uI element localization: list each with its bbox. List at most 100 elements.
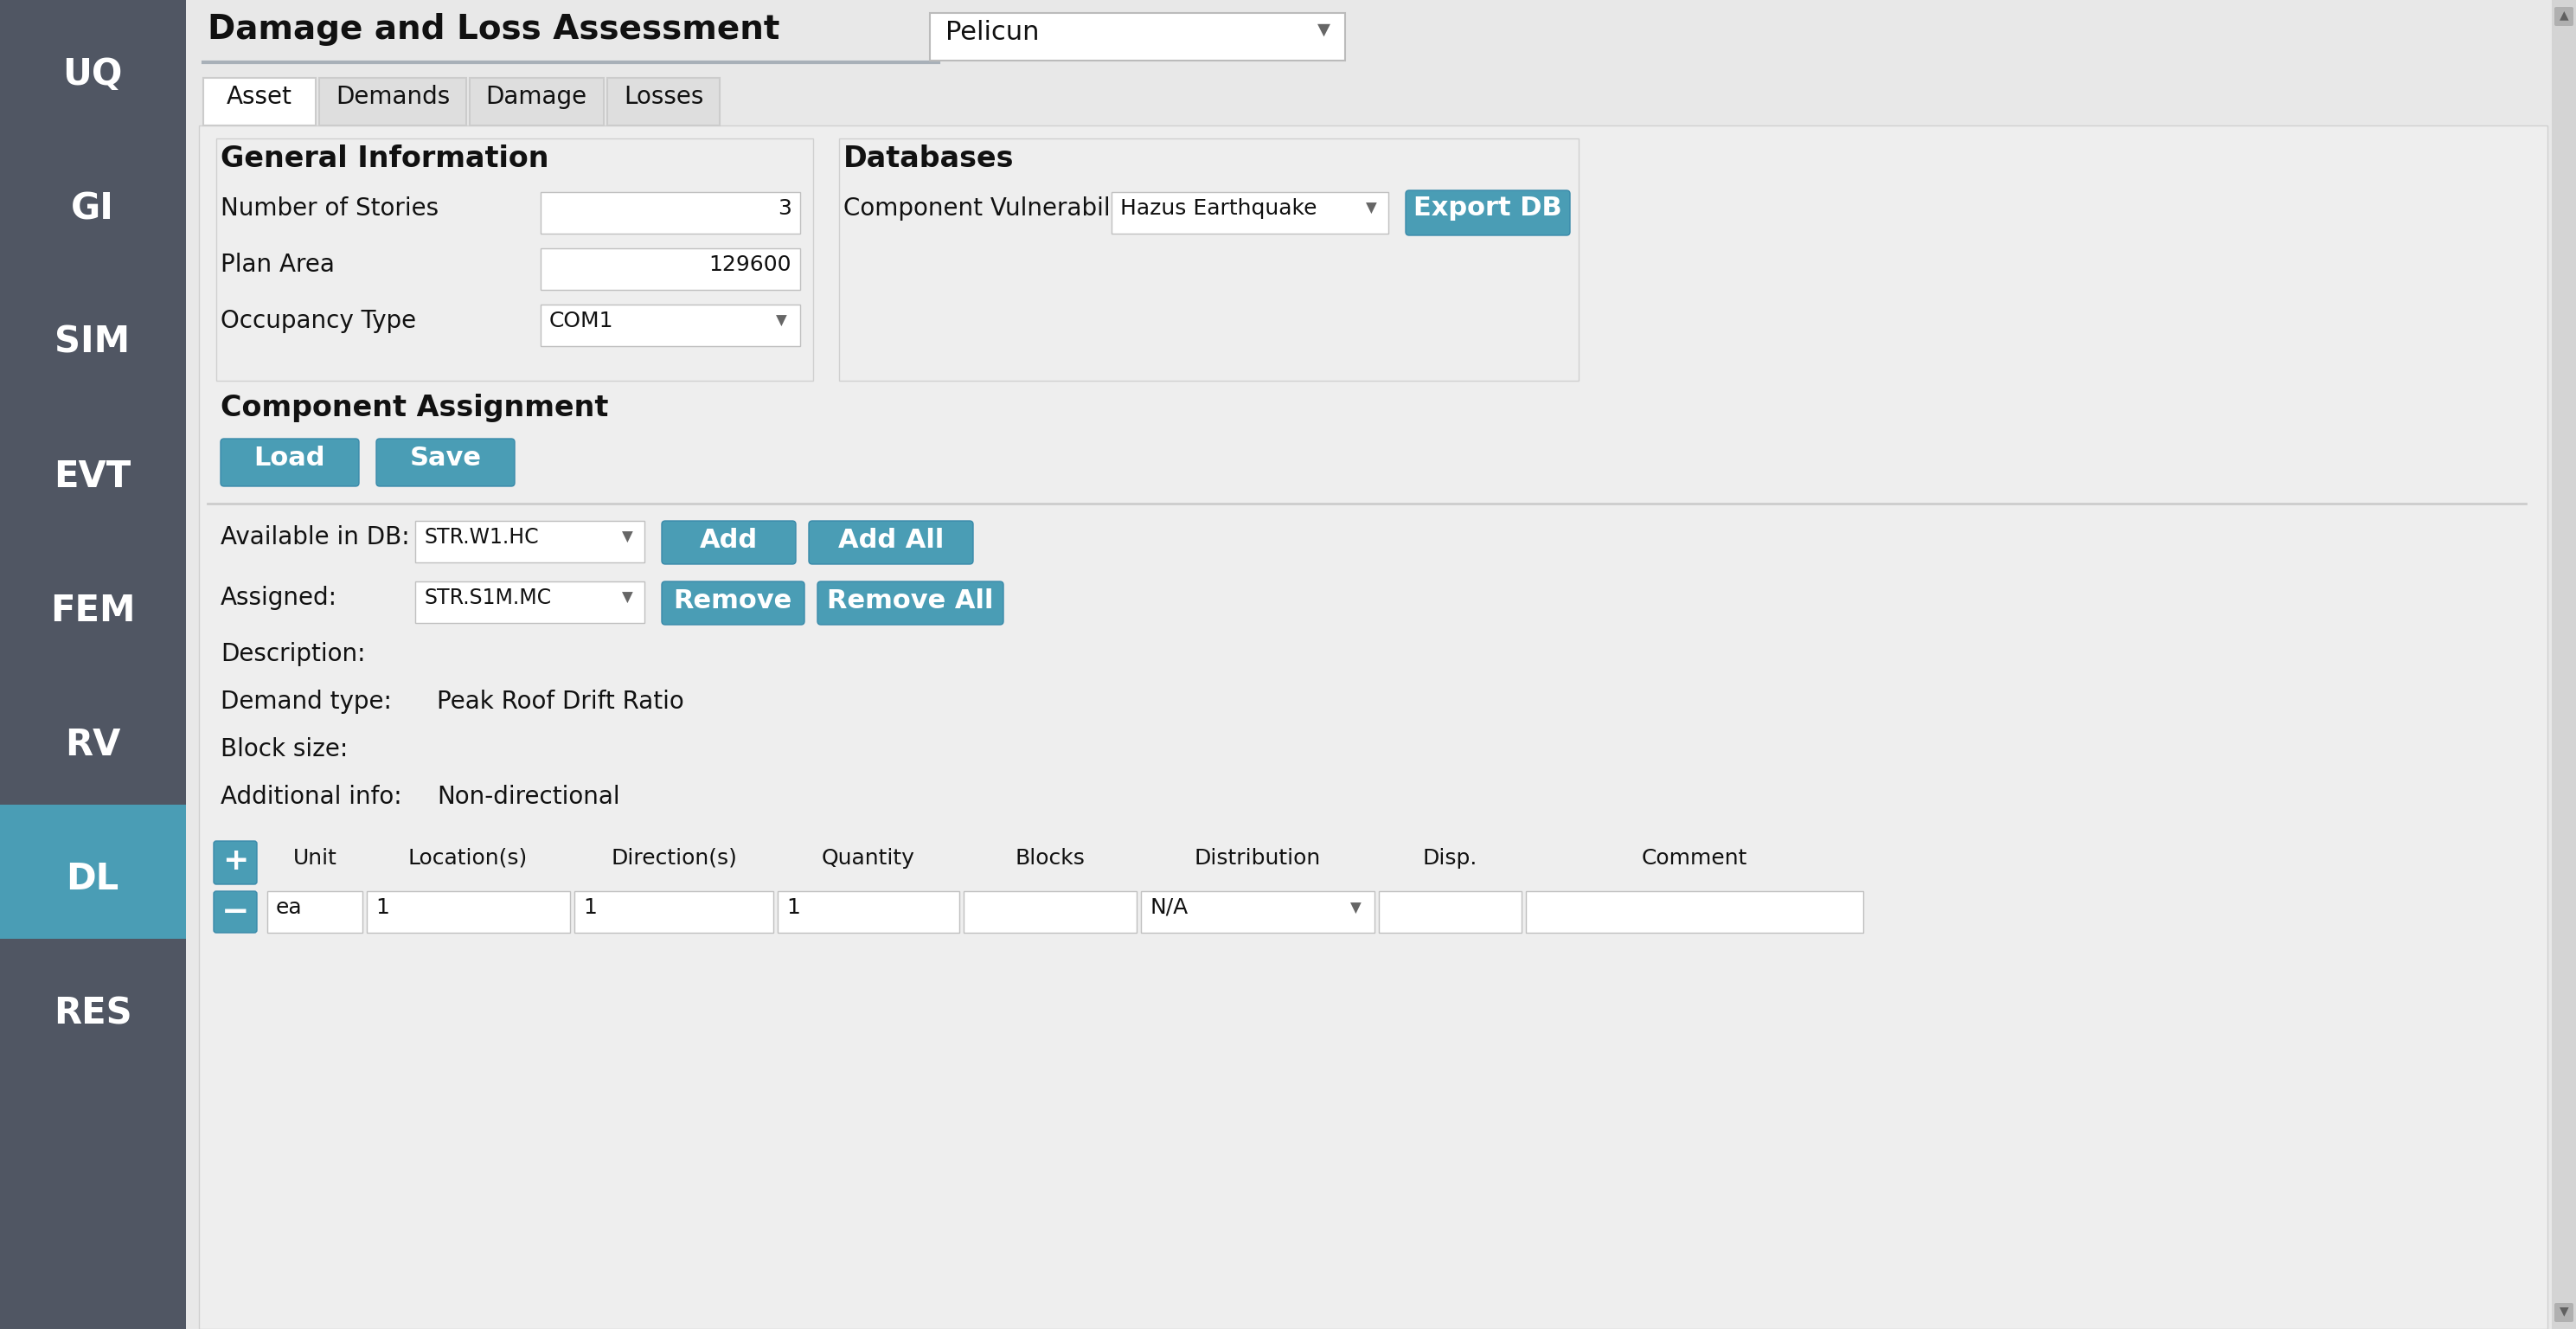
- Text: Number of Stories: Number of Stories: [222, 197, 438, 221]
- Text: UQ: UQ: [62, 56, 124, 93]
- FancyBboxPatch shape: [214, 841, 258, 884]
- FancyBboxPatch shape: [662, 582, 804, 625]
- Text: Plan Area: Plan Area: [222, 253, 335, 276]
- Text: Demand type:: Demand type:: [222, 690, 392, 714]
- Text: RV: RV: [64, 727, 121, 763]
- Text: Load: Load: [255, 445, 325, 470]
- Text: Remove All: Remove All: [827, 589, 994, 614]
- Text: 1: 1: [376, 897, 389, 918]
- Text: ea: ea: [276, 897, 301, 918]
- Text: Databases: Databases: [842, 145, 1015, 173]
- Bar: [541, 304, 801, 346]
- Text: +: +: [222, 847, 247, 876]
- Text: SIM: SIM: [54, 324, 131, 360]
- Text: RES: RES: [54, 995, 131, 1031]
- Bar: [204, 78, 317, 125]
- FancyBboxPatch shape: [817, 582, 1005, 625]
- Text: Available in DB:: Available in DB:: [222, 525, 410, 549]
- FancyBboxPatch shape: [809, 521, 974, 563]
- Text: DL: DL: [67, 861, 118, 897]
- Text: N/A: N/A: [1149, 897, 1188, 918]
- Text: Component Vulnerability:: Component Vulnerability:: [842, 197, 1146, 221]
- Text: ▼: ▼: [621, 529, 634, 545]
- Text: FEM: FEM: [49, 593, 134, 629]
- Bar: [963, 892, 1136, 933]
- Text: Block size:: Block size:: [222, 738, 348, 762]
- FancyBboxPatch shape: [376, 439, 515, 486]
- Text: Distribution: Distribution: [1195, 848, 1321, 869]
- Text: GI: GI: [72, 190, 113, 227]
- Text: Assigned:: Assigned:: [222, 586, 337, 610]
- Bar: [1141, 892, 1376, 933]
- Text: 1: 1: [786, 897, 801, 918]
- Text: STR.S1M.MC: STR.S1M.MC: [425, 587, 551, 609]
- Bar: [415, 582, 644, 623]
- Bar: [608, 78, 719, 125]
- Bar: [1525, 892, 1862, 933]
- Bar: [268, 892, 363, 933]
- Bar: [0, 0, 185, 1329]
- Text: Description:: Description:: [222, 642, 366, 666]
- Text: Quantity: Quantity: [822, 848, 914, 869]
- Text: Pelicun: Pelicun: [945, 20, 1038, 45]
- Bar: [366, 892, 569, 933]
- Text: Peak Roof Drift Ratio: Peak Roof Drift Ratio: [438, 690, 685, 714]
- Text: Export DB: Export DB: [1414, 195, 1561, 221]
- Text: General Information: General Information: [222, 145, 549, 173]
- Text: 129600: 129600: [708, 254, 791, 275]
- Text: Remove: Remove: [672, 589, 791, 614]
- Text: ▼: ▼: [775, 314, 786, 328]
- FancyBboxPatch shape: [214, 892, 258, 933]
- FancyBboxPatch shape: [2555, 7, 2573, 27]
- Bar: [1378, 892, 1522, 933]
- Text: Direction(s): Direction(s): [611, 848, 737, 869]
- FancyBboxPatch shape: [2555, 1302, 2573, 1322]
- Text: Demands: Demands: [335, 85, 451, 109]
- Text: ▲: ▲: [2561, 9, 2568, 21]
- Text: ▼: ▼: [2561, 1305, 2568, 1317]
- Text: Unit: Unit: [294, 848, 337, 869]
- Text: EVT: EVT: [54, 459, 131, 494]
- Text: Damage and Loss Assessment: Damage and Loss Assessment: [209, 13, 781, 47]
- Text: ▼: ▼: [1350, 901, 1360, 916]
- Bar: [930, 13, 1345, 61]
- Text: Asset: Asset: [227, 85, 291, 109]
- Text: Add: Add: [698, 528, 757, 553]
- Text: Component Assignment: Component Assignment: [222, 393, 608, 423]
- Bar: [216, 138, 814, 380]
- Bar: [1110, 193, 1388, 234]
- FancyBboxPatch shape: [1406, 190, 1569, 235]
- Text: −: −: [222, 896, 250, 929]
- Bar: [840, 138, 1579, 380]
- Bar: [574, 892, 773, 933]
- Bar: [2553, 0, 2576, 1329]
- Bar: [415, 521, 644, 562]
- Text: STR.W1.HC: STR.W1.HC: [425, 526, 538, 548]
- Text: Comment: Comment: [1641, 848, 1747, 869]
- Text: Location(s): Location(s): [407, 848, 528, 869]
- Text: ▼: ▼: [621, 590, 634, 606]
- Bar: [778, 892, 958, 933]
- Text: COM1: COM1: [549, 311, 613, 331]
- Text: Non-directional: Non-directional: [438, 784, 621, 809]
- Text: Hazus Earthquake: Hazus Earthquake: [1121, 198, 1316, 219]
- Text: Blocks: Blocks: [1015, 848, 1084, 869]
- Bar: [541, 193, 801, 234]
- FancyBboxPatch shape: [662, 521, 796, 563]
- Bar: [319, 78, 466, 125]
- Text: Damage: Damage: [487, 85, 587, 109]
- Text: Losses: Losses: [623, 85, 703, 109]
- Text: Additional info:: Additional info:: [222, 784, 402, 809]
- Bar: [541, 249, 801, 290]
- Text: ▼: ▼: [1316, 21, 1329, 39]
- Text: Disp.: Disp.: [1422, 848, 1476, 869]
- Bar: [0, 804, 185, 938]
- Text: 3: 3: [778, 198, 791, 219]
- Bar: [469, 78, 603, 125]
- Text: ▼: ▼: [1365, 201, 1376, 217]
- Text: Add All: Add All: [837, 528, 943, 553]
- FancyBboxPatch shape: [222, 439, 358, 486]
- Text: Save: Save: [410, 445, 482, 470]
- Text: Occupancy Type: Occupancy Type: [222, 308, 417, 334]
- Text: 1: 1: [582, 897, 598, 918]
